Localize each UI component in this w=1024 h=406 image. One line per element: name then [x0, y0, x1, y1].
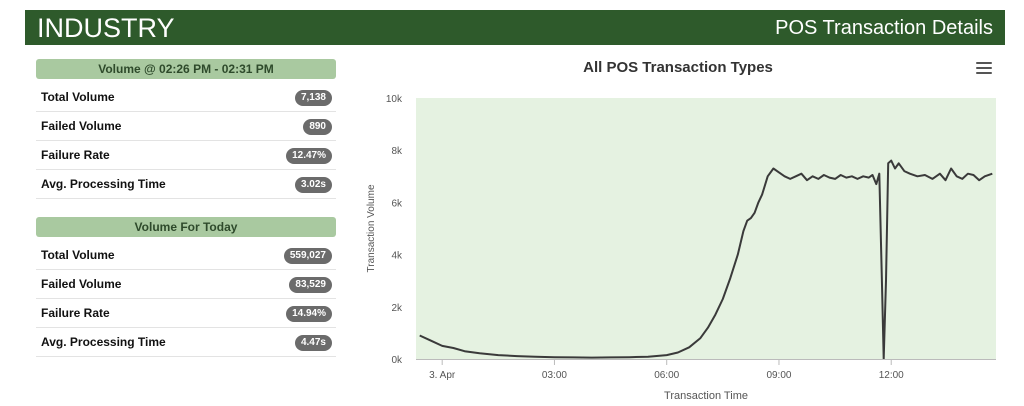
page-title: INDUSTRY	[37, 13, 175, 43]
page-subtitle: POS Transaction Details	[775, 17, 993, 39]
x-tick-label: 03:00	[542, 370, 567, 381]
stat-value-badge: 890	[303, 119, 332, 135]
x-axis-label: Transaction Time	[664, 390, 748, 402]
stat-value-badge: 14.94%	[286, 306, 332, 322]
stat-label: Avg. Processing Time	[41, 177, 166, 191]
stat-row-failure-rate: Failure Rate 14.94%	[36, 299, 336, 328]
x-axis-ticks: 3. Apr 03:00 06:00 09:00 12:00	[429, 359, 904, 381]
stat-value-badge: 12.47%	[286, 148, 332, 164]
stat-value-badge: 7,138	[294, 90, 332, 106]
x-tick-label: 06:00	[654, 370, 679, 381]
plot-area	[416, 98, 996, 359]
stat-row-failure-rate: Failure Rate 12.47%	[36, 141, 336, 170]
stat-label: Avg. Processing Time	[41, 335, 166, 349]
transaction-chart-svg: All POS Transaction Types 0k2k4k6k8k10k …	[366, 59, 996, 402]
series-line	[419, 159, 993, 360]
stat-label: Total Volume	[41, 90, 115, 104]
y-tick-label: 0k	[391, 355, 403, 366]
stat-row-failed-volume: Failed Volume 83,529	[36, 270, 336, 299]
stat-row-avg-processing-time: Avg. Processing Time 3.02s	[36, 170, 336, 199]
today-volume-panel: Volume For Today Total Volume 559,027 Fa…	[36, 217, 336, 357]
stat-value-badge: 4.47s	[294, 335, 332, 351]
interval-volume-heading: Volume @ 02:26 PM - 02:31 PM	[36, 59, 336, 79]
y-axis-ticks: 0k 2k 4k 6k 8k 10k	[386, 94, 403, 366]
stat-row-total-volume: Total Volume 7,138	[36, 83, 336, 112]
stat-label: Failed Volume	[41, 119, 122, 133]
page-header: INDUSTRY POS Transaction Details	[25, 10, 1005, 45]
y-tick-label: 6k	[391, 198, 403, 209]
y-tick-label: 2k	[391, 303, 403, 314]
interval-volume-panel: Volume @ 02:26 PM - 02:31 PM Total Volum…	[36, 59, 336, 199]
today-volume-heading: Volume For Today	[36, 217, 336, 237]
chart-title: All POS Transaction Types	[583, 59, 773, 76]
stat-value-badge: 559,027	[283, 248, 332, 264]
stat-label: Total Volume	[41, 248, 115, 262]
stat-label: Failed Volume	[41, 277, 122, 291]
x-tick-label: 12:00	[879, 370, 904, 381]
y-axis-label: Transaction Volume	[366, 184, 377, 272]
transaction-chart: All POS Transaction Types 0k 2k 4k 6k 8k 10k …	[350, 50, 1010, 406]
x-tick-label: 3. Apr	[429, 370, 456, 381]
stat-value-badge: 83,529	[289, 277, 332, 293]
y-tick-label: 8k	[391, 146, 403, 157]
stat-label: Failure Rate	[41, 148, 110, 162]
stat-row-failed-volume: Failed Volume 890	[36, 112, 336, 141]
stat-label: Failure Rate	[41, 306, 110, 320]
y-tick-label: 4k	[391, 251, 403, 262]
hamburger-menu-icon[interactable]	[976, 62, 992, 74]
stat-row-total-volume: Total Volume 559,027	[36, 241, 336, 270]
stat-row-avg-processing-time: Avg. Processing Time 4.47s	[36, 328, 336, 357]
y-tick-label: 10k	[386, 94, 403, 105]
stat-value-badge: 3.02s	[294, 177, 332, 193]
x-tick-label: 09:00	[766, 370, 791, 381]
